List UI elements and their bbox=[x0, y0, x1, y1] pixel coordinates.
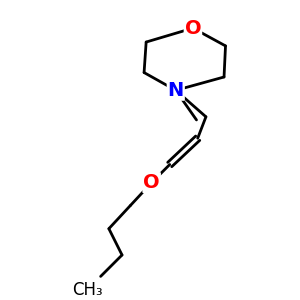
Text: O: O bbox=[184, 19, 201, 38]
Text: CH₃: CH₃ bbox=[72, 280, 103, 298]
Text: O: O bbox=[143, 173, 160, 192]
Text: N: N bbox=[168, 81, 184, 100]
